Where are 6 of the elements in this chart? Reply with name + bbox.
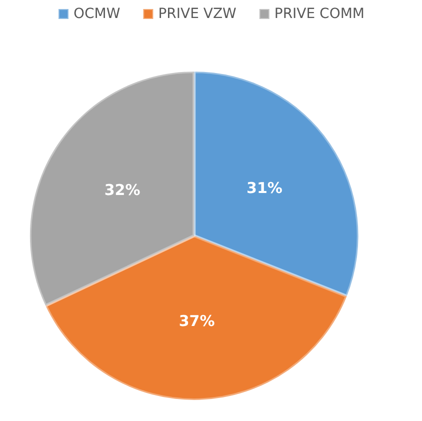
legend-label: PRIVE VZW [158,6,237,22]
legend-label: PRIVE COMM [274,6,365,22]
data-label: 37% [178,312,215,330]
data-label: 32% [104,181,140,200]
data-label: 31% [246,178,282,197]
legend-label: OCMW [73,6,120,22]
